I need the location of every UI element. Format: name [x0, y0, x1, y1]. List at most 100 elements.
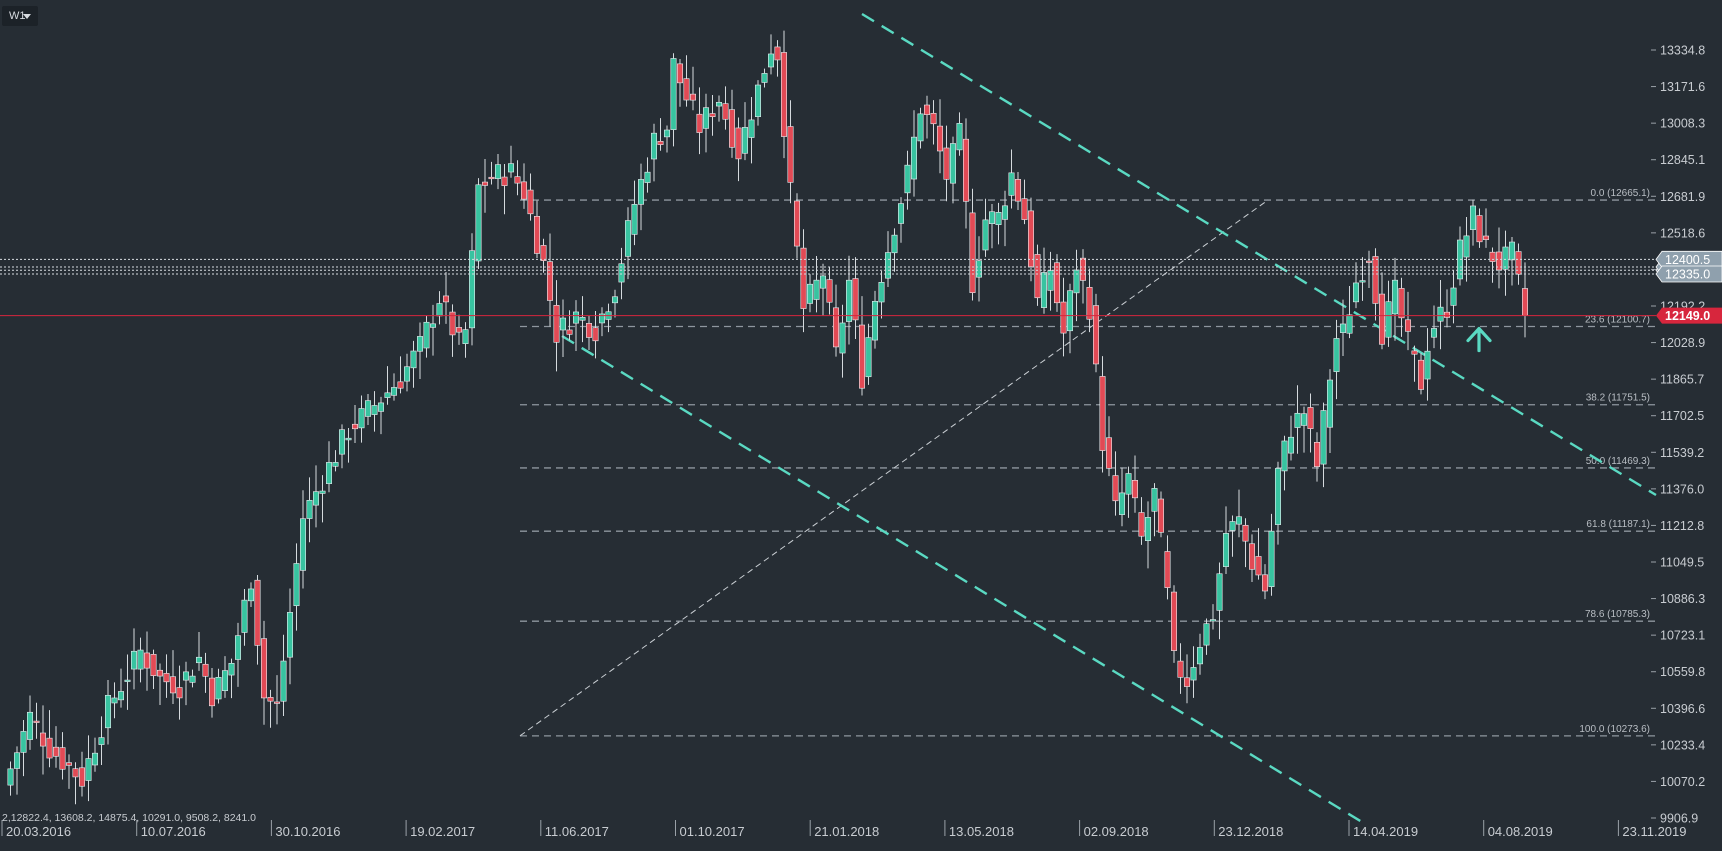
price-tag-label: 12400.5	[1665, 253, 1710, 267]
current-price-tag	[1656, 307, 1722, 324]
candle-up	[306, 499, 313, 519]
candle-down	[481, 181, 488, 186]
candle-down	[79, 767, 86, 787]
candle-up	[286, 612, 293, 658]
candle-up	[124, 679, 131, 682]
x-tick-label: 20.03.2016	[6, 824, 71, 839]
candle-up	[248, 588, 255, 602]
candle-up	[338, 429, 345, 455]
candle-up	[767, 53, 774, 68]
x-tick-label: 23.12.2018	[1218, 824, 1283, 839]
candle-up	[299, 518, 306, 571]
candle-up	[663, 129, 670, 138]
candle-up	[20, 731, 27, 753]
y-tick-label: 12518.6	[1660, 226, 1705, 240]
candle-down	[1099, 376, 1106, 451]
y-tick-label: 12681.9	[1660, 190, 1705, 204]
candle-up	[754, 84, 761, 117]
candle-up	[1281, 440, 1288, 472]
candle-up	[293, 563, 300, 607]
candle-up	[1392, 279, 1399, 315]
candle-down	[540, 245, 547, 262]
candle-down	[787, 126, 794, 183]
candle-down	[1366, 260, 1373, 263]
candle-up	[183, 671, 190, 681]
y-tick-label: 11865.7	[1660, 373, 1704, 387]
candle-down	[585, 323, 592, 338]
candle-up	[14, 752, 21, 769]
candle-down	[1086, 286, 1093, 320]
candle-up	[462, 329, 469, 344]
candle-down	[1112, 475, 1119, 502]
candle-up	[1288, 436, 1295, 454]
candle-up	[845, 279, 852, 322]
candle-up	[1047, 270, 1054, 291]
candle-up	[865, 337, 872, 378]
candle-down	[657, 141, 664, 145]
candle-down	[1522, 288, 1529, 316]
candle-down	[150, 654, 157, 677]
candle-down	[1028, 210, 1035, 268]
timeframe-selector[interactable]: W1	[2, 6, 38, 26]
candle-down	[858, 324, 865, 389]
candle-down	[1398, 288, 1405, 319]
candle-down	[1171, 591, 1178, 651]
candle-up	[410, 350, 417, 369]
y-tick-label: 10396.6	[1660, 702, 1705, 716]
candle-down	[832, 307, 839, 348]
candle-up	[26, 711, 33, 740]
up-arrow-icon	[1466, 326, 1492, 353]
candle-down	[1093, 305, 1100, 365]
candle-up	[228, 663, 235, 676]
candle-up	[222, 670, 229, 691]
overlapping-level-values: 2,12822.4, 13608.2, 14875.4, 10291.0, 95…	[2, 812, 256, 824]
candle-down	[1444, 311, 1451, 318]
y-tick-label: 11539.2	[1660, 446, 1704, 460]
chevron-down-icon	[23, 14, 31, 19]
candle-down	[696, 113, 703, 133]
candle-up	[598, 313, 605, 324]
candle-up	[280, 660, 287, 702]
candle-down	[962, 138, 969, 202]
candle-up	[579, 317, 586, 321]
candle-up	[917, 113, 924, 142]
candle-up	[189, 675, 196, 683]
candle-up	[241, 599, 248, 633]
candle-down	[1405, 319, 1412, 332]
candle-down	[1184, 677, 1191, 687]
candle-up	[416, 336, 423, 352]
candle-up	[1197, 647, 1204, 665]
candle-down	[52, 746, 59, 757]
candle-up	[819, 275, 826, 289]
candle-up	[1229, 521, 1236, 531]
candle-down	[852, 278, 859, 321]
candle-down	[1515, 251, 1522, 275]
candle-up	[390, 387, 397, 396]
candle-down	[533, 215, 540, 254]
candle-down	[1158, 498, 1165, 533]
candle-up	[1340, 323, 1347, 333]
candle-up	[884, 252, 891, 279]
candle-down	[800, 247, 807, 309]
fibonacci-levels: 0.0 (12665.1) 23.6 (12100.7) 38.2 (11751.5…	[519, 188, 1656, 737]
candle-down	[709, 113, 716, 118]
candle-up	[1346, 314, 1353, 334]
y-tick-label: 10559.8	[1660, 665, 1705, 679]
candle-up	[1125, 473, 1132, 495]
candle-up	[475, 184, 482, 262]
y-tick-label: 9906.9	[1660, 812, 1698, 826]
candle-down	[163, 673, 170, 683]
candle-down	[1418, 359, 1425, 390]
y-tick-label: 12028.9	[1660, 336, 1705, 350]
candle-down	[260, 638, 267, 699]
candle-up	[878, 282, 885, 303]
x-tick-label: 02.09.2018	[1084, 824, 1149, 839]
candle-up	[572, 311, 579, 324]
candle-up	[325, 462, 332, 484]
candle-down	[969, 212, 976, 293]
x-tick-label: 04.08.2019	[1488, 824, 1553, 839]
candle-down	[46, 737, 53, 759]
y-tick-label: 13334.8	[1660, 44, 1705, 58]
candle-up	[436, 303, 443, 317]
